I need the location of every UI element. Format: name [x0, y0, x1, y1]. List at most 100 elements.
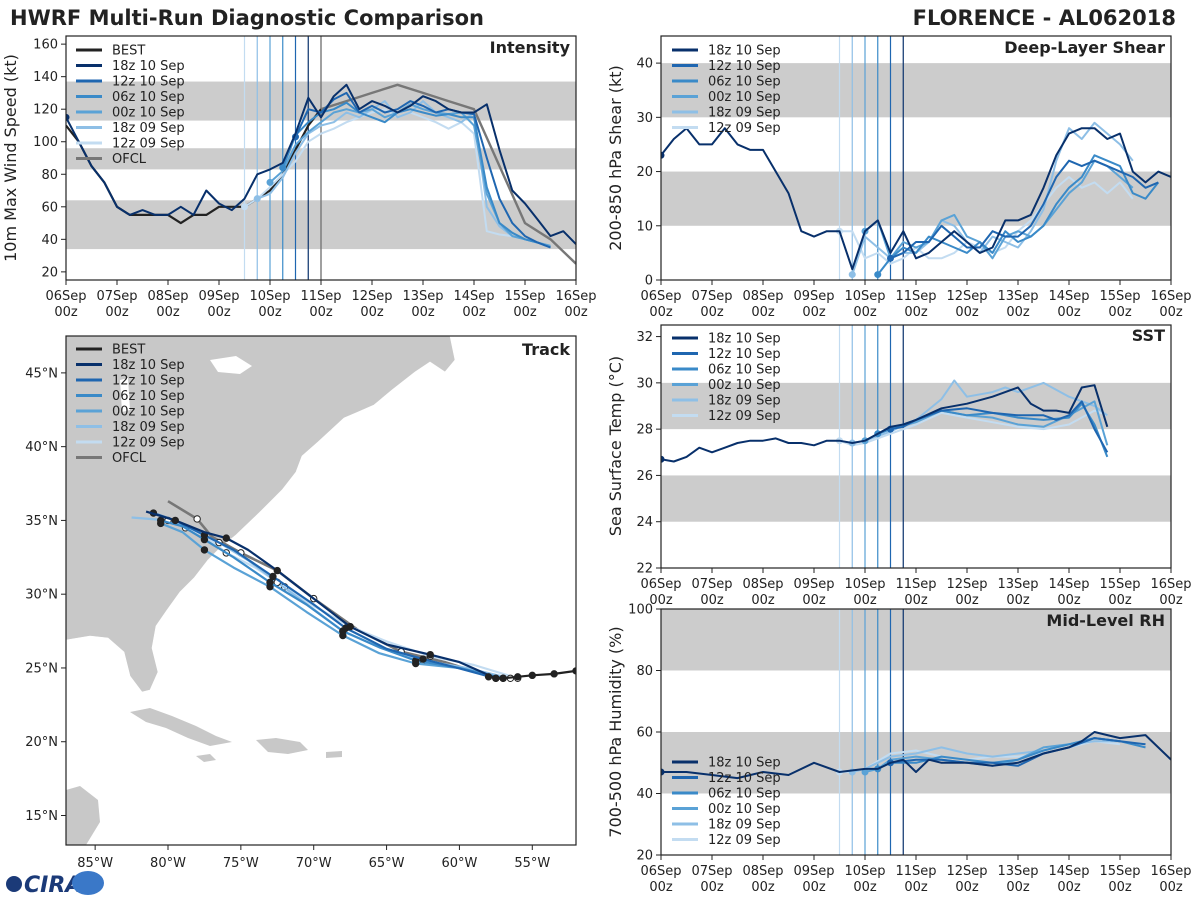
rh-legend-label-18z-09-sep: 18z 09 Sep: [708, 818, 781, 833]
rh-xtick-label-bottom: 00z: [649, 880, 673, 895]
intensity-legend-label-12z-09-sep: 12z 09 Sep: [112, 137, 185, 152]
storm-title: FLORENCE - AL062018: [913, 6, 1176, 30]
intensity-xtick-label-bottom: 00z: [564, 305, 588, 320]
sst-series-18z-10-sep: [661, 384, 1109, 463]
rh-xtick-label-top: 09Sep: [793, 864, 834, 879]
track-legend-label-12z-10-sep: 12z 10 Sep: [112, 374, 185, 389]
track-point-best: [499, 674, 507, 682]
rh-title: Mid-Level RH: [1046, 611, 1165, 630]
track-legend-label-ofcl: OFCL: [112, 451, 147, 466]
sst-ylabel: Sea Surface Temp (°C): [606, 356, 625, 536]
sst-init-lines: [838, 325, 904, 568]
rh-xtick-label-bottom: 00z: [853, 880, 877, 895]
intensity-xtick-label-bottom: 00z: [462, 305, 486, 320]
shear-bands: [661, 63, 1171, 226]
intensity-init-point-00z-10-sep: [266, 178, 274, 186]
sst-xtick-label-top: 11Sep: [895, 577, 936, 592]
rh-legend-label-12z-10-sep: 12z 10 Sep: [708, 771, 781, 786]
rh-xtick-label-bottom: 00z: [1057, 880, 1081, 895]
intensity-xtick-label-top: 11Sep: [300, 289, 341, 304]
rh-init-point-00z-10-sep: [861, 768, 869, 776]
intensity-xtick-label-top: 15Sep: [504, 289, 545, 304]
rh-series: [661, 731, 1171, 780]
shear-series: [661, 121, 1171, 279]
track-point-18z-10-sep: [222, 534, 230, 542]
track-legend-label-06z-10-sep: 06z 10 Sep: [112, 389, 185, 404]
shear-x-ticks: 06Sep00z07Sep00z08Sep00z09Sep00z10Sep00z…: [640, 280, 1192, 320]
shear-ytick-label: 10: [636, 219, 653, 234]
shear-xtick-label-top: 12Sep: [946, 289, 987, 304]
shear-xtick-label-bottom: 00z: [1108, 305, 1132, 320]
track-ytick-label: 35°N: [25, 514, 58, 529]
rh-ytick-label: 80: [636, 664, 653, 679]
sst-legend-label-00z-10-sep: 00z 10 Sep: [708, 378, 781, 393]
track-series: [131, 500, 576, 682]
track-point-06z-10-sep: [157, 516, 165, 525]
sst-xtick-label-top: 13Sep: [997, 577, 1038, 592]
intensity-legend-label-00z-10-sep: 00z 10 Sep: [112, 106, 185, 121]
shear-legend-label-06z-10-sep: 06z 10 Sep: [708, 75, 781, 90]
sst-legend-label-18z-10-sep: 18z 10 Sep: [708, 332, 781, 347]
sst-title: SST: [1132, 326, 1165, 345]
shear-y-ticks: 0 10 20 30 40: [636, 57, 661, 289]
intensity-series-12z-10-sep: [294, 91, 551, 249]
sst-xtick-label-bottom: 00z: [751, 593, 775, 608]
shear-xtick-label-top: 07Sep: [691, 289, 732, 304]
shear-xtick-label-top: 14Sep: [1048, 289, 1089, 304]
jamaica-landmass: [196, 754, 216, 762]
track-ytick-label: 45°N: [25, 366, 58, 381]
track-y-ticks: 15°N 20°N 25°N 30°N 35°N 40°N 45°N: [25, 366, 66, 824]
shear-ytick-label: 40: [636, 57, 653, 72]
track-point-18z-10-sep: [273, 566, 281, 575]
intensity-xtick-label-bottom: 00z: [54, 305, 78, 320]
shear-xtick-label-bottom: 00z: [649, 305, 673, 320]
shear-xtick-label-top: 11Sep: [895, 289, 936, 304]
intensity-title: Intensity: [490, 38, 571, 57]
sst-ytick-label: 28: [636, 423, 653, 438]
track-xtick-label: 65°W: [369, 856, 405, 871]
track-point-18z-10-sep: [171, 516, 179, 525]
sst-ytick-label: 32: [636, 330, 653, 345]
intensity-ylabel: 10m Max Wind Speed (kt): [1, 54, 20, 262]
shear-ytick-label: 0: [645, 274, 653, 289]
track-point-best: [514, 673, 522, 681]
rh-xtick-label-bottom: 00z: [1108, 880, 1132, 895]
intensity-init-lines: [243, 36, 322, 280]
shear-legend-label-18z-09-sep: 18z 09 Sep: [708, 106, 781, 121]
intensity-ytick-label: 140: [33, 70, 58, 85]
track-x-ticks: 85°W 80°W 75°W 70°W 65°W 60°W 55°W: [77, 845, 550, 871]
shear-band-0: [661, 171, 1171, 226]
north-america-landmass: [66, 336, 456, 693]
intensity-xtick-label-bottom: 00z: [513, 305, 537, 320]
intensity-legend-label-ofcl: OFCL: [112, 152, 147, 167]
intensity-xtick-label-top: 08Sep: [147, 289, 188, 304]
intensity-xtick-label-top: 07Sep: [96, 289, 137, 304]
track-xtick-label: 55°W: [514, 856, 550, 871]
rh-xtick-label-top: 10Sep: [844, 864, 885, 879]
intensity-xtick-label-top: 10Sep: [249, 289, 290, 304]
rh-x-ticks: 06Sep00z07Sep00z08Sep00z09Sep00z10Sep00z…: [640, 855, 1192, 895]
track-xtick-label: 85°W: [77, 856, 113, 871]
sst-xtick-label-bottom: 00z: [700, 593, 724, 608]
intensity-xtick-label-bottom: 00z: [105, 305, 129, 320]
rh-xtick-label-top: 13Sep: [997, 864, 1038, 879]
shear-band-1: [661, 63, 1171, 118]
track-series-00z-10-sep: [160, 522, 504, 680]
logo-globe-icon: [6, 876, 22, 892]
intensity-xtick-label-top: 06Sep: [45, 289, 86, 304]
sst-legend-label-06z-10-sep: 06z 10 Sep: [708, 363, 781, 378]
intensity-xtick-label-top: 13Sep: [402, 289, 443, 304]
sst-ytick-label: 24: [636, 515, 653, 530]
rh-legend-label-12z-09-sep: 12z 09 Sep: [708, 833, 781, 848]
sst-series-18z-09-sep: [852, 379, 1108, 444]
track-panel: 15°N 20°N 25°N 30°N 35°N 40°N 45°N 85°W 80°W 75°…: [25, 335, 577, 871]
